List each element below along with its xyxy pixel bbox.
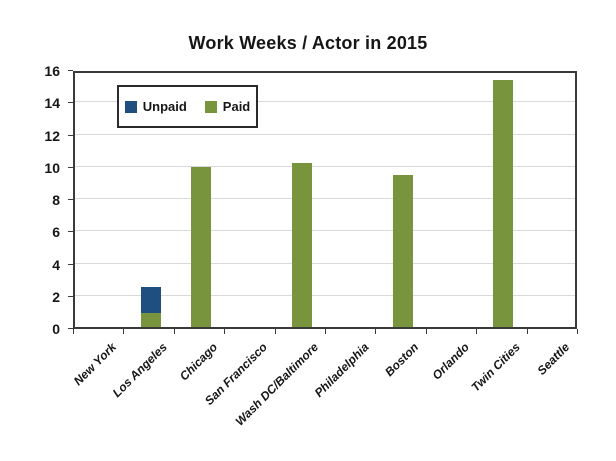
y-tick-mark-0	[68, 328, 73, 329]
y-tick-mark-10	[68, 166, 73, 168]
y-axis-label-0: 0	[52, 321, 60, 337]
x-axis-label-6: Boston	[382, 340, 422, 380]
x-tick-mark-3	[224, 329, 226, 334]
x-axis-label-9: Seattle	[534, 340, 573, 378]
bar-paid-8	[493, 80, 514, 327]
bar-paid-6	[392, 175, 413, 327]
gridline-2	[75, 294, 575, 296]
y-tick-mark-6	[68, 231, 73, 233]
x-axis-label-2: Chicago	[176, 340, 220, 384]
chart-title: Work Weeks / Actor in 2015	[188, 33, 428, 53]
x-axis-label-7: Orlando	[429, 340, 472, 383]
bar-paid-4	[291, 162, 312, 327]
y-axis-label-12: 12	[44, 127, 60, 144]
legend-swatch-unpaid	[124, 100, 137, 113]
x-tick-mark-9	[526, 329, 528, 334]
y-tick-mark-2	[68, 295, 73, 297]
bar-paid-1	[140, 312, 161, 327]
gridline-12	[75, 133, 575, 135]
bar-paid-2	[191, 167, 211, 327]
x-tick-mark-8	[476, 329, 478, 334]
x-tick-mark-0	[73, 329, 74, 334]
y-axis-label-10: 10	[44, 159, 60, 176]
y-tick-mark-12	[68, 134, 73, 136]
y-axis-label-14: 14	[44, 95, 60, 112]
gridline-14	[75, 101, 575, 103]
legend: Unpaid Paid	[117, 85, 258, 128]
y-tick-mark-4	[68, 263, 73, 265]
y-axis-label-16: 16	[44, 63, 60, 79]
x-tick-mark-2	[173, 329, 175, 334]
y-axis-label-2: 2	[52, 288, 60, 305]
y-axis-label-6: 6	[52, 224, 60, 241]
legend-swatch-paid	[204, 100, 217, 113]
legend-item-paid: Paid	[204, 99, 251, 114]
y-axis-label-8: 8	[52, 192, 60, 208]
x-tick-mark-1	[123, 329, 125, 334]
plot-area	[73, 71, 577, 329]
legend-label-unpaid: Unpaid	[142, 99, 187, 114]
gridline-4	[75, 262, 575, 264]
x-tick-mark-6	[375, 329, 377, 334]
x-axis-label-8: Twin Cities	[467, 340, 523, 395]
legend-item-unpaid: Unpaid	[124, 99, 187, 114]
x-tick-mark-10	[577, 329, 578, 334]
y-axis-label-4: 4	[52, 256, 60, 273]
x-tick-mark-4	[274, 329, 276, 334]
x-tick-mark-5	[325, 329, 326, 334]
x-tick-mark-7	[425, 329, 427, 334]
y-tick-mark-16	[68, 70, 73, 71]
legend-label-paid: Paid	[222, 99, 251, 114]
x-axis-label-0: New York	[70, 340, 120, 389]
y-tick-mark-14	[68, 102, 73, 104]
gridline-6	[75, 230, 575, 232]
bar-unpaid-1	[140, 286, 161, 313]
y-tick-mark-8	[68, 199, 73, 200]
gridline-10	[75, 165, 575, 167]
gridline-8	[75, 198, 575, 199]
